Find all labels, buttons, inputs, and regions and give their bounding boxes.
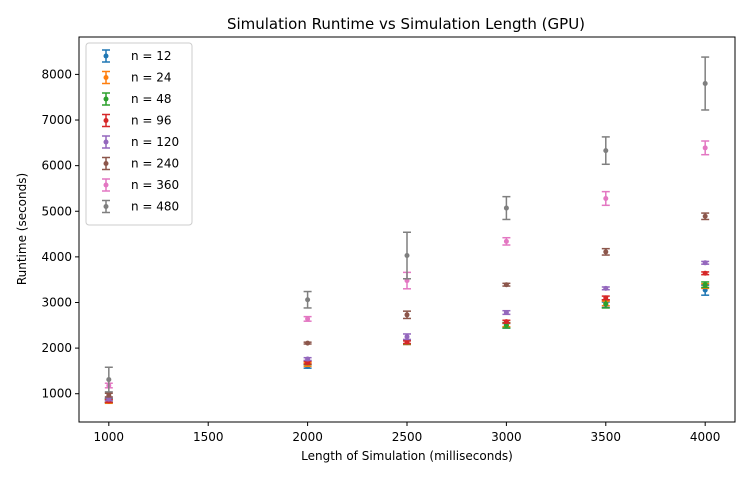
data-point	[702, 260, 708, 266]
x-tick-label: 3500	[591, 430, 622, 444]
x-tick-label: 1500	[193, 430, 224, 444]
data-point	[404, 334, 410, 340]
legend: n = 12 n = 24 n = 48 n = 96 n = 120 n = 240 n …	[85, 42, 193, 226]
legend-label: n = 240	[131, 157, 179, 171]
data-point	[503, 205, 509, 211]
legend-label: n = 120	[131, 135, 179, 149]
data-point	[702, 270, 708, 276]
series-7	[104, 140, 710, 389]
y-tick-label: 7000	[41, 113, 72, 127]
legend-marker	[103, 96, 109, 102]
legend-marker	[103, 53, 109, 59]
chart-title: Simulation Runtime vs Simulation Length …	[227, 15, 585, 33]
legend-item: n = 120	[102, 135, 179, 149]
legend-label: n = 48	[131, 92, 172, 106]
y-tick-label: 6000	[41, 159, 72, 173]
data-point	[503, 310, 509, 316]
x-axis: 1000 1500 2000 2500 3000 3500 4000	[94, 422, 721, 444]
y-axis: 1000 2000 3000 4000 5000 6000 7000 8000	[41, 67, 79, 401]
data-point	[503, 322, 509, 328]
data-point	[503, 282, 509, 288]
data-point	[305, 316, 311, 322]
data-point	[305, 340, 311, 346]
x-tick-label: 1000	[94, 430, 125, 444]
legend-item: n = 360	[102, 178, 179, 192]
data-point	[404, 339, 410, 345]
legend-marker	[103, 118, 109, 123]
legend-marker	[103, 75, 109, 80]
x-tick-label: 4000	[690, 430, 721, 444]
data-point	[702, 282, 708, 288]
data-point	[305, 356, 311, 362]
legend-item: n = 24	[102, 71, 172, 85]
legend-item: n = 12	[102, 49, 172, 63]
data-point	[603, 249, 609, 255]
series-6	[104, 212, 710, 398]
data-point	[603, 148, 609, 154]
x-axis-label: Length of Simulation (milliseconds)	[301, 449, 513, 463]
series-8	[104, 56, 710, 393]
legend-item: n = 48	[102, 92, 172, 106]
legend-label: n = 24	[131, 71, 172, 85]
y-tick-label: 1000	[41, 387, 72, 401]
series-5	[104, 260, 710, 402]
legend-label: n = 96	[131, 114, 172, 128]
data-point	[603, 295, 609, 301]
legend-box	[85, 42, 193, 226]
y-tick-label: 2000	[41, 341, 72, 355]
y-tick-label: 8000	[41, 67, 72, 81]
y-tick-label: 5000	[41, 204, 72, 218]
x-tick-label: 2500	[392, 430, 423, 444]
x-tick-label: 2000	[292, 430, 323, 444]
legend-marker	[103, 204, 109, 209]
data-point	[106, 396, 112, 402]
legend-marker	[103, 161, 109, 166]
data-point	[106, 392, 112, 398]
data-point	[603, 285, 609, 291]
legend-item: n = 96	[102, 114, 172, 128]
legend-item: n = 240	[102, 157, 179, 171]
legend-marker	[103, 182, 109, 188]
legend-marker	[103, 139, 109, 145]
x-tick-label: 3000	[491, 430, 522, 444]
legend-label: n = 360	[131, 178, 179, 192]
data-point	[404, 253, 410, 259]
data-point	[603, 301, 609, 307]
y-tick-label: 4000	[41, 250, 72, 264]
data-point	[702, 81, 708, 87]
legend-label: n = 12	[131, 49, 172, 63]
legend-item: n = 480	[102, 200, 179, 214]
data-point	[305, 360, 311, 366]
data-point	[702, 213, 708, 219]
data-point	[106, 377, 112, 383]
data-point	[503, 319, 509, 325]
data-point	[603, 195, 609, 201]
data-point	[702, 145, 708, 151]
y-tick-label: 3000	[41, 295, 72, 309]
y-axis-label: Runtime (seconds)	[15, 173, 29, 285]
plot-area	[104, 56, 710, 405]
data-point	[404, 312, 410, 318]
data-point	[503, 238, 509, 244]
data-point	[305, 297, 311, 303]
legend-label: n = 480	[131, 200, 179, 214]
